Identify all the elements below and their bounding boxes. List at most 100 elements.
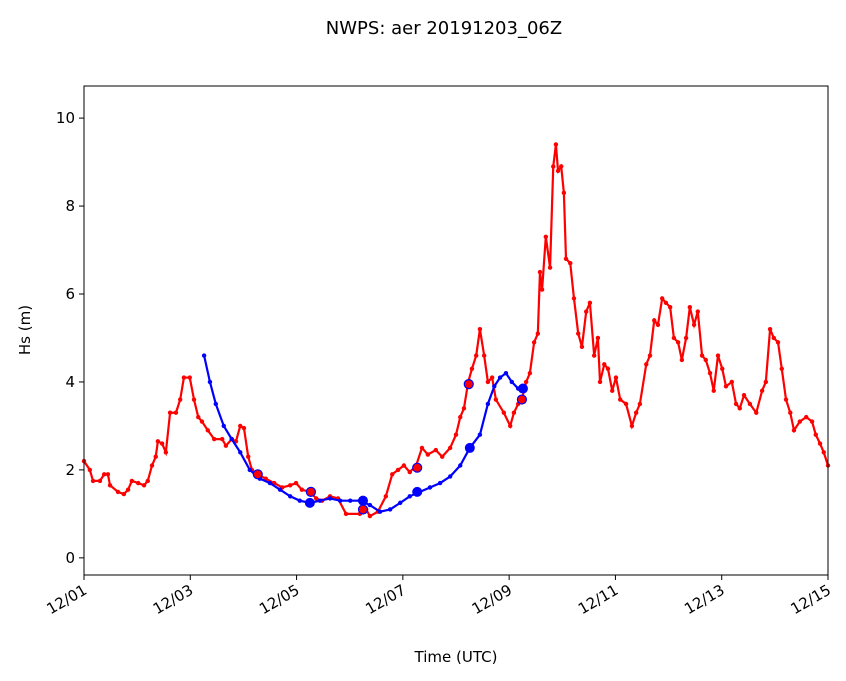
data-point: [644, 362, 649, 367]
data-point: [733, 401, 739, 407]
data-point: [314, 496, 319, 501]
data-point: [791, 428, 797, 433]
y-tick-label: 0: [65, 549, 75, 567]
data-point: [637, 401, 643, 407]
data-point: [493, 397, 499, 402]
x-axis-label: Time (UTC): [414, 648, 498, 666]
data-point: [563, 256, 569, 262]
data-point: [737, 406, 742, 411]
data-point: [561, 190, 567, 196]
x-tick-label: 12/07: [362, 581, 408, 618]
data-point: [439, 454, 445, 459]
y-tick-label: 6: [65, 285, 75, 303]
data-point: [759, 388, 765, 393]
data-point: [783, 397, 789, 402]
x-tick-label: 12/13: [681, 581, 727, 618]
data-point: [763, 379, 769, 385]
data-point: [597, 379, 603, 385]
data-point: [551, 164, 556, 169]
x-tick-label: 12/05: [256, 581, 302, 618]
data-point: [523, 379, 529, 385]
data-point: [647, 353, 653, 358]
x-tick-label: 12/11: [575, 581, 621, 618]
data-point: [90, 478, 96, 484]
data-point: [576, 331, 581, 336]
data-point: [618, 397, 623, 402]
data-point: [497, 375, 503, 380]
observation-marker: [463, 379, 474, 390]
data-point: [687, 304, 693, 310]
data-point: [219, 436, 225, 442]
series-line: [83, 144, 830, 518]
data-point: [267, 480, 273, 486]
data-point: [587, 300, 593, 305]
data-point: [652, 318, 657, 323]
data-point: [343, 511, 349, 517]
data-point: [477, 326, 483, 332]
data-point: [287, 483, 293, 488]
data-point: [747, 401, 753, 407]
data-point: [817, 441, 823, 446]
data-point: [115, 489, 121, 495]
data-point: [571, 296, 577, 301]
data-point: [813, 432, 818, 437]
data-point: [788, 410, 793, 415]
x-tick-label: 12/03: [150, 581, 196, 618]
data-point: [297, 498, 302, 503]
observation-marker: [252, 469, 263, 480]
data-point: [477, 432, 483, 437]
data-point: [223, 443, 229, 448]
data-point: [293, 480, 299, 486]
data-point: [395, 467, 401, 473]
observation-marker: [464, 442, 475, 453]
data-point: [821, 450, 826, 455]
data-point: [509, 379, 514, 385]
data-point: [741, 392, 747, 398]
data-point: [401, 463, 407, 468]
data-point: [667, 304, 673, 310]
data-point: [447, 445, 453, 451]
data-point: [155, 439, 161, 444]
data-point: [107, 483, 113, 488]
data-point: [602, 362, 607, 367]
data-point: [485, 379, 491, 385]
data-point: [229, 436, 234, 442]
observation-marker: [517, 383, 528, 394]
data-point: [199, 419, 205, 424]
data-point: [201, 353, 207, 358]
data-point: [809, 419, 815, 424]
data-point: [691, 322, 697, 327]
data-point: [407, 469, 412, 475]
data-point: [97, 478, 103, 484]
data-point: [453, 432, 459, 437]
data-point: [141, 483, 147, 488]
data-point: [163, 450, 169, 455]
data-point: [547, 265, 553, 270]
data-point: [610, 388, 615, 393]
data-point: [605, 366, 611, 371]
data-point: [485, 401, 491, 407]
data-point: [191, 397, 197, 402]
data-point: [623, 401, 629, 407]
x-tick-label: 12/15: [788, 581, 834, 618]
data-point: [715, 353, 721, 358]
data-point: [337, 498, 343, 503]
data-point: [469, 366, 475, 371]
data-point: [246, 454, 251, 459]
data-point: [437, 480, 443, 486]
data-point: [579, 344, 585, 349]
data-point: [584, 309, 589, 314]
data-point: [247, 467, 253, 473]
data-point: [503, 370, 509, 376]
data-point: [595, 335, 601, 341]
observation-marker: [305, 486, 317, 497]
data-point: [527, 370, 533, 376]
y-tick-label: 2: [65, 461, 75, 479]
data-point: [559, 164, 564, 169]
data-point: [492, 384, 497, 389]
data-point: [591, 353, 597, 358]
observation-marker: [412, 462, 423, 473]
data-point: [129, 478, 135, 484]
data-point: [771, 335, 776, 341]
